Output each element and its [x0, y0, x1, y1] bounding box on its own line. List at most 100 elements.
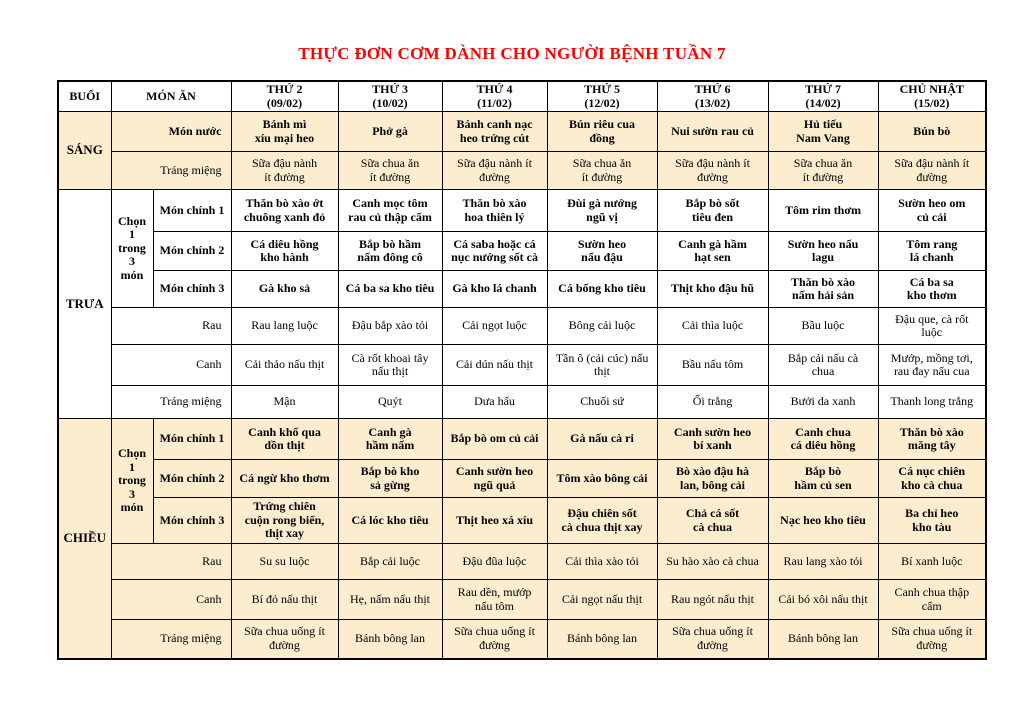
dish-cell: Bắp cải luộc	[337, 543, 443, 581]
table-row: SÁNG Món nước Bánh mì xíu mại heo Phở gà…	[57, 111, 987, 191]
row-label-cell: Món chính 3	[152, 270, 232, 309]
dish-cell: Bầu luộc	[767, 307, 879, 346]
dish-cell: Mận	[230, 385, 339, 420]
table-row: Rau Rau lang luộc Đậu bắp xào tỏi Cải ng…	[58, 307, 987, 346]
dish-cell: Bông cải luộc	[546, 307, 658, 346]
dish-cell: Nui sườn rau củ	[656, 111, 769, 153]
dish-cell: Sữa đậu nành ít đường	[441, 151, 548, 191]
dish-cell: Canh gà hầm nấm	[337, 418, 443, 461]
dish-cell: Canh chua thập cẩm	[877, 579, 987, 621]
dish-cell: Thịt heo xá xíu	[441, 497, 548, 545]
dish-cell: Đùi gà nướng ngũ vị	[546, 189, 658, 233]
dish-cell: Cải ngọt nấu thịt	[546, 579, 658, 621]
table-row: Món chính 3 Gà kho sả Cá ba sa kho tiêu …	[58, 270, 987, 309]
row-label-cell: Tráng miệng	[110, 619, 232, 660]
dish-cell: Cải bó xôi nấu thịt	[767, 579, 879, 621]
dish-cell: Cá ba sa kho tiêu	[337, 270, 443, 309]
dish-cell: Cá ngừ kho thơm	[230, 459, 339, 499]
dish-cell: Bún bò	[877, 111, 987, 153]
dish-cell: Thăn bò xào măng tây	[877, 418, 987, 461]
section-label-sang: SÁNG	[57, 111, 112, 191]
dish-cell: Mướp, mồng tơi, rau đay nấu cua	[877, 344, 987, 387]
dish-cell: Cá lóc kho tiêu	[337, 497, 443, 545]
day-header: THỨ 2 (09/02)	[230, 80, 339, 113]
choice-label-cell: Chọn 1 trong 3 món	[110, 189, 154, 309]
dish-cell: Cải thìa luộc	[656, 307, 769, 346]
dish-cell: Bắp bò hầm nấm đông cô	[337, 231, 443, 272]
dish-cell: Tôm rim thơm	[767, 189, 879, 233]
dish-cell: Sữa đậu nành ít đường	[230, 151, 339, 191]
dish-cell: Rau lang luộc	[230, 307, 339, 346]
row-label-cell: Tráng miệng	[110, 385, 232, 420]
table-row: Canh Bí đỏ nấu thịt Hẹ, nấm nấu thịt Rau…	[58, 579, 987, 621]
dish-cell: Sườn heo nấu đậu	[546, 231, 658, 272]
day-header: THỨ 6 (13/02)	[656, 80, 769, 113]
dish-cell: Bánh bông lan	[546, 619, 658, 660]
dish-cell: Tôm xào bông cải	[546, 459, 658, 499]
dish-cell: Bò xào đậu hà lan, bông cải	[656, 459, 769, 499]
dish-cell: Ba chỉ heo kho tàu	[877, 497, 987, 545]
dish-cell: Sữa đậu nành ít đường	[877, 151, 987, 191]
dish-cell: Sữa chua ăn ít đường	[337, 151, 443, 191]
dish-cell: Chuối sứ	[546, 385, 658, 420]
dish-cell: Cá bống kho tiêu	[546, 270, 658, 309]
row-label-cell: Rau	[110, 307, 232, 346]
dish-cell: Đậu que, cà rốt luộc	[877, 307, 987, 346]
dish-cell: Bắp bò sốt tiêu đen	[656, 189, 769, 233]
row-label-cell: Canh	[110, 579, 232, 621]
dish-cell: Canh mọc tôm rau củ thập cẩm	[337, 189, 443, 233]
table-row: Món chính 3 Trứng chiên cuộn rong biển, …	[58, 497, 987, 545]
dish-cell: Sườn heo nấu lagu	[767, 231, 879, 272]
dish-cell: Cá ba sa kho thơm	[877, 270, 987, 309]
day-header: THỨ 4 (11/02)	[441, 80, 548, 113]
dish-cell: Hủ tiếu Nam Vang	[767, 111, 879, 153]
table-row: Rau Su su luộc Bắp cải luộc Đậu đũa luộc…	[58, 543, 987, 581]
dish-cell: Bắp bò om củ cải	[441, 418, 548, 461]
dish-cell: Su su luộc	[230, 543, 339, 581]
table-row: CHIỀU Chọn 1 trong 3 món Món chính 1 Can…	[57, 418, 987, 660]
table-row: TRƯA Chọn 1 trong 3 món Món chính 1 Thăn…	[57, 189, 987, 420]
dish-cell: Thăn bò xào nấm hải sản	[767, 270, 879, 309]
dish-cell: Tôm rang lá chanh	[877, 231, 987, 272]
dish-cell: Cá diêu hồng kho hành	[230, 231, 339, 272]
dish-cell: Cải ngọt luộc	[441, 307, 548, 346]
row-label-cell: Canh	[110, 344, 232, 387]
header-row: BUỔI MÓN ĂN THỨ 2 (09/02) THỨ 3 (10/02) …	[57, 80, 987, 113]
corner-mon-an-header: MÓN ĂN	[110, 80, 232, 113]
dish-cell: Bánh canh nạc heo trứng cút	[441, 111, 548, 153]
row-label-cell: Món chính 3	[152, 497, 232, 545]
row-label-cell: Món chính 1	[152, 418, 232, 461]
dish-cell: Đậu chiên sốt cà chua thịt xay	[546, 497, 658, 545]
dish-cell: Sữa chua ăn ít đường	[546, 151, 658, 191]
day-header: THỨ 7 (14/02)	[767, 80, 879, 113]
dish-cell: Nạc heo kho tiêu	[767, 497, 879, 545]
day-header: THỨ 3 (10/02)	[337, 80, 443, 113]
dish-cell: Sườn heo om củ cải	[877, 189, 987, 233]
dish-cell: Bí đỏ nấu thịt	[230, 579, 339, 621]
dish-cell: Thăn bò xào hoa thiên lý	[441, 189, 548, 233]
dish-cell: Bắp bò hầm củ sen	[767, 459, 879, 499]
dish-cell: Dưa hấu	[441, 385, 548, 420]
dish-cell: Bầu nấu tôm	[656, 344, 769, 387]
day-header: CHỦ NHẬT (15/02)	[877, 80, 987, 113]
dish-cell: Ổi trắng	[656, 385, 769, 420]
dish-cell: Gà kho lá chanh	[441, 270, 548, 309]
table-row: Canh Cải thảo nấu thịt Cà rốt khoai tây …	[58, 344, 987, 387]
dish-cell: Phở gà	[337, 111, 443, 153]
dish-cell: Bánh bông lan	[767, 619, 879, 660]
table-row: Món chính 2 Cá diêu hồng kho hành Bắp bò…	[58, 231, 987, 272]
dish-cell: Quýt	[337, 385, 443, 420]
dish-cell: Bưởi da xanh	[767, 385, 879, 420]
dish-cell: Chả cá sốt cà chua	[656, 497, 769, 545]
menu-table: BUỔI MÓN ĂN THỨ 2 (09/02) THỨ 3 (10/02) …	[57, 80, 988, 660]
dish-cell: Bánh bông lan	[337, 619, 443, 660]
table-row: Tráng miệng Sữa đậu nành ít đường Sữa ch…	[58, 151, 987, 191]
dish-cell: Sữa chua uống ít đường	[877, 619, 987, 660]
row-label-cell: Món chính 1	[152, 189, 232, 233]
table-row: Món chính 2 Cá ngừ kho thơm Bắp bò kho s…	[58, 459, 987, 499]
dish-cell: Thịt kho đậu hũ	[656, 270, 769, 309]
row-label-cell: Món nước	[110, 111, 232, 153]
page-title: THỰC ĐƠN CƠM DÀNH CHO NGƯỜI BỆNH TUẦN 7	[298, 44, 726, 63]
choice-label-cell: Chọn 1 trong 3 món	[110, 418, 154, 545]
